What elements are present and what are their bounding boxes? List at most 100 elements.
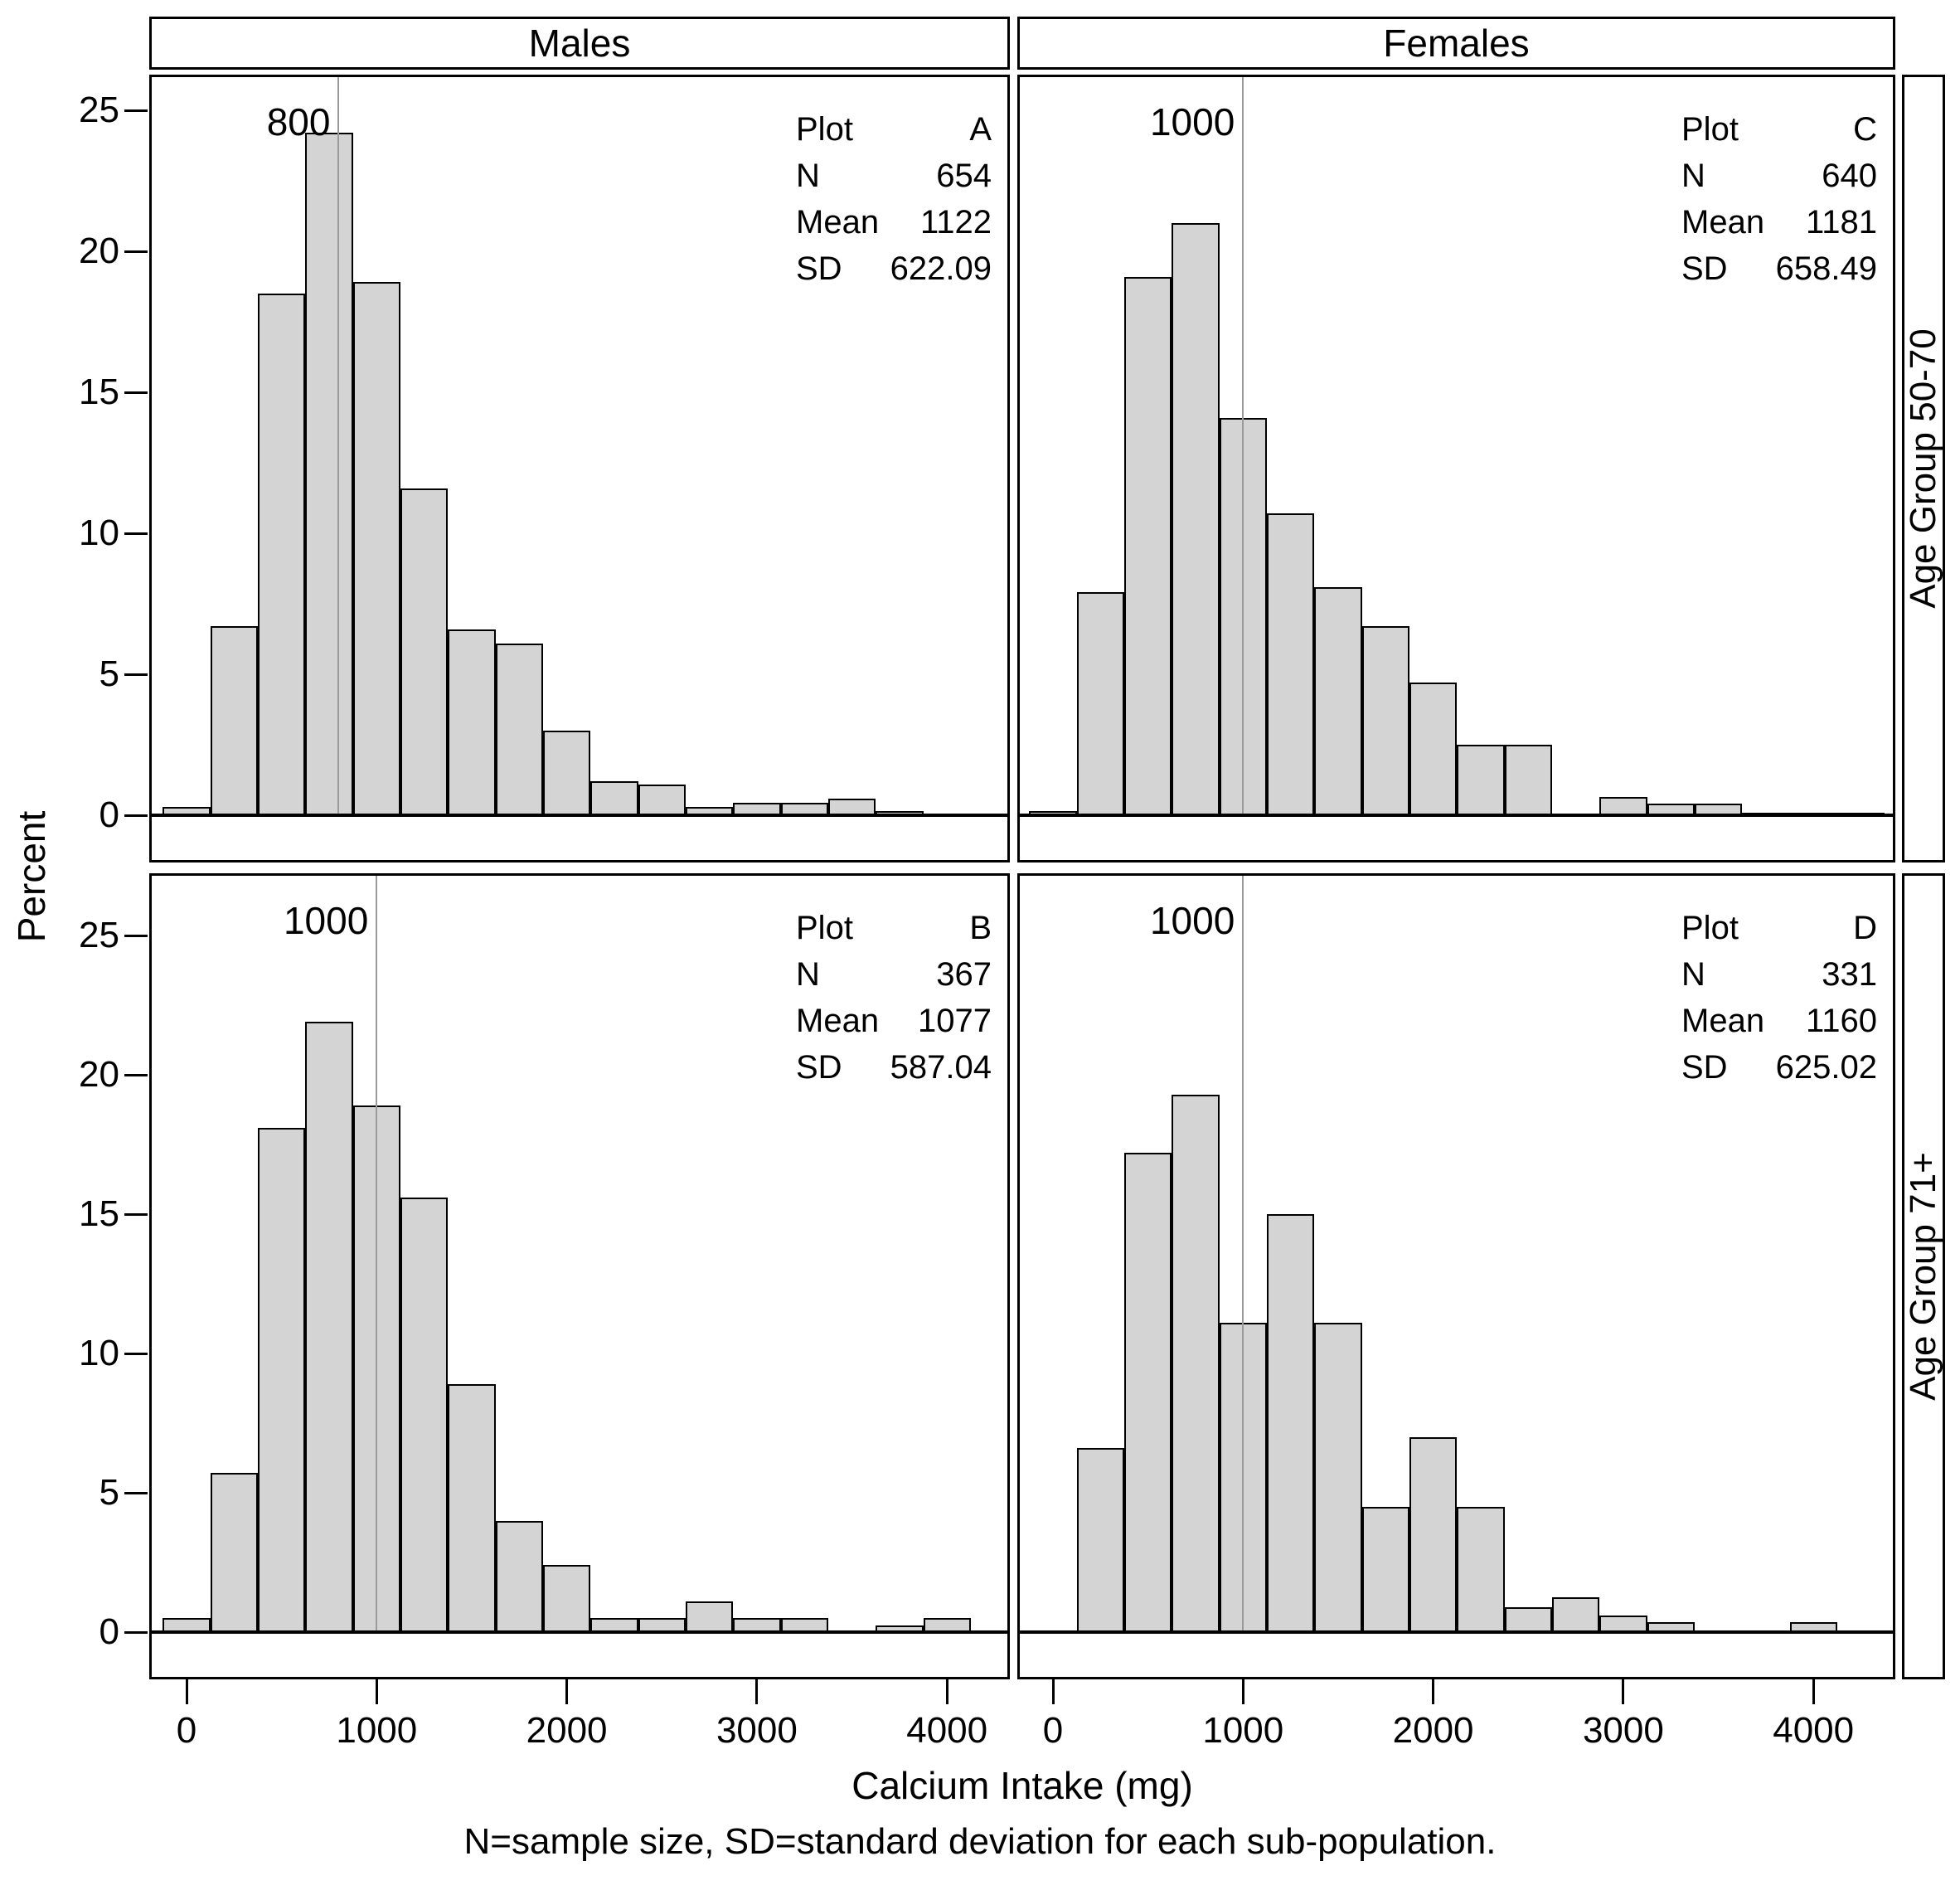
x-tick-label: 3000 [1582,1710,1664,1751]
stats-row-plot: Plot D [1681,910,1877,947]
x-axis-title: Calcium Intake (mg) [851,1764,1193,1807]
stats-value: 1181 [1805,204,1877,241]
stats-label: N [1681,956,1705,993]
histogram-bar [210,626,258,815]
stats-value: D [1853,910,1877,946]
histogram-bar [1504,1606,1552,1632]
histogram-bar [1172,1094,1220,1632]
histogram-bar [257,1127,306,1632]
axis-baseline [1020,1630,1893,1634]
y-tick-label: 0 [99,794,119,835]
histogram-bar [827,798,876,815]
y-tick-mark [124,109,148,112]
stats-label: SD [1681,1049,1728,1086]
histogram-bar [305,133,353,815]
histogram-bar [448,1383,496,1632]
histogram-bar [305,1022,353,1632]
y-tick-label: 15 [79,1193,119,1234]
stats-value: 640 [1822,158,1877,194]
histogram-bar [1599,796,1647,815]
stats-value: 587.04 [890,1049,992,1086]
histogram-bar [1123,276,1172,815]
y-tick-label: 25 [79,90,119,130]
stats-value: B [969,910,992,946]
histogram-bar [210,1473,258,1632]
stats-label: N [796,158,820,194]
y-tick-mark [124,1352,148,1355]
stats-value: A [969,111,992,148]
histogram-bar [1266,513,1315,815]
reference-line [1242,77,1244,815]
x-tick-mark [1051,1679,1055,1704]
stats-label: N [796,956,820,993]
stats-label: Plot [796,111,853,148]
stats-row-sd: SD 658.49 [1681,250,1877,288]
stats-row-sd: SD 587.04 [796,1049,992,1086]
stats-label: SD [796,250,842,287]
axis-baseline [152,1630,1007,1634]
histogram-bar [1457,745,1505,815]
y-tick-mark [124,673,148,676]
y-tick-label: 10 [79,513,119,553]
row-header-age-71plus: Age Group 71+ [1902,873,1945,1679]
reference-line-label: 1000 [1149,899,1235,942]
x-tick-mark [565,1679,569,1704]
y-tick-mark [124,1491,148,1494]
stats-row-plot: Plot B [796,910,992,947]
y-tick-label: 20 [79,231,119,271]
reference-line-label: 1000 [283,899,369,942]
x-tick-mark [755,1679,759,1704]
column-header-males: Males [149,17,1010,70]
x-tick-mark [185,1679,188,1704]
stats-value: 1077 [918,1003,992,1039]
y-tick-mark [124,250,148,253]
reference-line [337,77,340,815]
row-header-age-50-70-label: Age Group 50-70 [1903,328,1943,609]
axis-baseline [1020,814,1893,817]
x-tick-label: 3000 [716,1710,798,1751]
x-tick-mark [375,1679,378,1704]
y-tick-mark [124,934,148,937]
stats-value: 1122 [919,204,992,241]
y-tick-label: 5 [99,1472,119,1513]
histogram-bar [685,1601,734,1632]
stats-row-n: N 640 [1681,158,1877,195]
reference-line-label: 800 [266,100,331,143]
x-tick-label: 2000 [526,1710,608,1751]
stats-row-n: N 331 [1681,956,1877,994]
row-header-age-71plus-label: Age Group 71+ [1903,1152,1943,1401]
x-tick-label: 0 [1042,1710,1064,1751]
y-tick-mark [124,532,148,535]
histogram-bar [1314,586,1362,815]
histogram-bar [257,294,306,815]
histogram-bar [542,1565,591,1632]
histogram-bar [542,731,591,815]
stats-label: Plot [796,910,853,946]
y-tick-mark [124,1630,148,1634]
stats-label: Mean [796,1003,880,1039]
stats-row-n: N 367 [796,956,992,994]
histogram-bar [1172,223,1220,815]
footnote: N=sample size, SD=standard deviation for… [463,1821,1497,1862]
y-tick-label: 5 [99,654,119,694]
histogram-bar [1314,1323,1362,1632]
stats-value: 367 [936,956,992,993]
stats-row-plot: Plot A [796,111,992,148]
histogram-bar [1266,1214,1315,1632]
x-tick-label: 1000 [336,1710,418,1751]
y-tick-label: 15 [79,372,119,412]
stats-value: 622.09 [890,250,992,287]
stats-label: N [1681,158,1705,194]
histogram-bar [1076,1448,1124,1632]
stats-label: Mean [796,204,880,241]
column-header-males-label: Males [528,22,631,65]
x-tick-mark [1432,1679,1435,1704]
y-tick-label: 20 [79,1054,119,1095]
histogram-bar [1361,626,1409,815]
stats-row-sd: SD 622.09 [796,250,992,288]
histogram-bar [495,1520,543,1632]
y-tick-mark [124,1212,148,1216]
histogram-bar [400,1197,449,1632]
x-tick-label: 4000 [906,1710,988,1751]
